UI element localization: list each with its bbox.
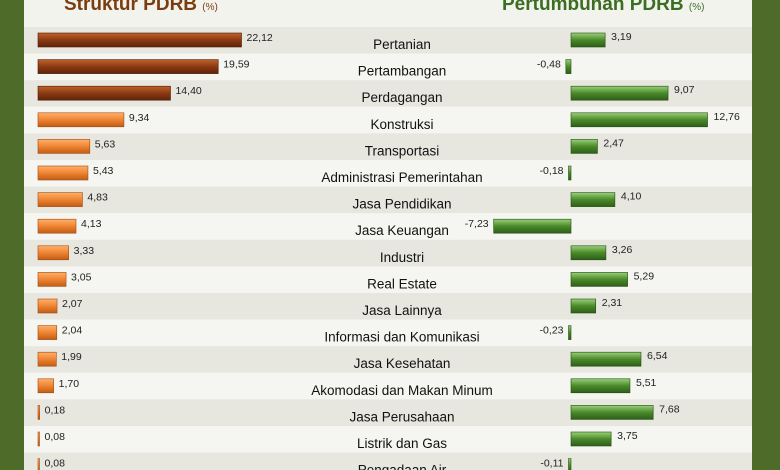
right-value-label: 7,68 [659, 403, 680, 415]
left-value-label: 3,33 [74, 245, 95, 257]
right-bar [570, 405, 654, 420]
row-background [24, 239, 752, 267]
right-value-label: 5,29 [634, 270, 655, 282]
right-bar [568, 325, 572, 340]
row-background [24, 293, 752, 320]
left-bar [37, 245, 69, 261]
left-value-label: 2,04 [62, 325, 83, 337]
category-label: Transportasi [365, 143, 440, 158]
right-value-label: 3,19 [611, 31, 632, 43]
right-bar [568, 165, 572, 181]
category-label: Jasa Pendidikan [352, 197, 451, 212]
category-label: Konstruksi [370, 117, 433, 132]
right-value-label: -0,23 [540, 325, 564, 337]
left-bar [37, 351, 57, 367]
category-label: Pengadaan Air [358, 463, 447, 470]
left-bar [37, 139, 91, 154]
category-label: Real Estate [367, 276, 437, 291]
left-value-label: 14,40 [175, 85, 201, 97]
row-background [24, 133, 752, 160]
right-bar [570, 272, 628, 287]
left-bar [37, 458, 40, 470]
left-bar [37, 165, 89, 181]
left-value-label: 5,43 [93, 165, 114, 177]
right-value-label: 2,47 [603, 137, 624, 149]
right-bar [493, 218, 572, 234]
right-value-label: -0,11 [540, 458, 563, 470]
category-label: Industri [380, 250, 424, 265]
row-background [24, 160, 752, 187]
right-bar [570, 431, 612, 447]
category-label: Perdagangan [361, 90, 442, 105]
right-bar [570, 139, 598, 154]
right-value-label: -0,18 [540, 165, 564, 177]
category-label: Informasi dan Komunikasi [324, 330, 479, 345]
left-value-label: 9,34 [129, 112, 150, 124]
left-bar [37, 431, 40, 447]
left-value-label: 2,07 [62, 298, 83, 310]
left-bar [37, 325, 58, 340]
row-background [24, 186, 752, 214]
left-bar [37, 32, 242, 48]
left-bar [37, 272, 67, 287]
left-value-label: 0,08 [45, 431, 66, 443]
right-bar [565, 59, 572, 74]
category-label: Pertambangan [358, 64, 447, 79]
left-value-label: 19,59 [223, 59, 249, 71]
right-bar [570, 351, 642, 367]
right-value-label: 3,26 [612, 244, 633, 256]
left-value-label: 0,08 [45, 458, 66, 470]
chart-panel: 22,12 Pertanian 3,19 19,59 Pertambangan -0,48… [24, 0, 752, 470]
right-chart-title: Pertumbuhan PDRB (%) [502, 0, 705, 15]
left-value-label: 1,99 [61, 351, 82, 363]
right-value-label: 5,51 [636, 377, 657, 389]
right-value-label: -0,48 [537, 59, 561, 71]
left-value-label: 4,83 [87, 192, 108, 204]
left-bar [37, 112, 125, 128]
row-background [24, 266, 752, 293]
right-value-label: 12,76 [714, 111, 740, 123]
left-bar [37, 85, 171, 101]
left-value-label: 5,63 [95, 138, 116, 150]
left-value-label: 0,18 [45, 404, 66, 416]
right-value-label: -7,23 [465, 218, 489, 230]
right-value-label: 2,31 [602, 297, 623, 309]
left-bar [37, 59, 219, 74]
left-value-label: 22,12 [247, 32, 273, 44]
right-value-label: 4,10 [621, 191, 642, 203]
left-value-label: 3,05 [71, 271, 92, 283]
category-label: Listrik dan Gas [357, 436, 447, 451]
left-bar [37, 218, 77, 234]
right-bar [570, 112, 708, 128]
right-bar [568, 458, 572, 470]
category-label: Administrasi Pemerintahan [321, 170, 482, 185]
row-background [24, 319, 752, 347]
category-label: Jasa Kesehatan [354, 356, 451, 371]
right-value-label: 6,54 [647, 350, 668, 362]
category-label: Jasa Lainnya [362, 303, 442, 318]
right-bar [570, 298, 597, 314]
right-bar [570, 85, 669, 101]
category-label: Jasa Perusahaan [349, 409, 454, 424]
right-bar [570, 378, 631, 394]
row-background [24, 426, 752, 453]
category-label: Jasa Keuangan [355, 223, 449, 238]
left-bar [37, 192, 83, 207]
left-bar [37, 405, 40, 420]
right-value-label: 3,75 [617, 430, 638, 442]
left-bar [37, 378, 54, 394]
right-bar [570, 192, 616, 207]
chart-svg: 22,12 Pertanian 3,19 19,59 Pertambangan -0,48… [24, 27, 752, 470]
right-bar [570, 245, 607, 261]
left-value-label: 4,13 [81, 218, 102, 230]
right-bar [570, 32, 606, 48]
category-label: Pertanian [373, 37, 431, 52]
category-label: Akomodasi dan Makan Minum [311, 383, 493, 398]
left-bar [37, 298, 58, 314]
row-background [24, 372, 752, 400]
row-background [24, 213, 752, 240]
left-value-label: 1,70 [59, 378, 80, 390]
left-chart-title: Struktur PDRB (%) [64, 0, 218, 15]
right-value-label: 9,07 [674, 84, 695, 96]
